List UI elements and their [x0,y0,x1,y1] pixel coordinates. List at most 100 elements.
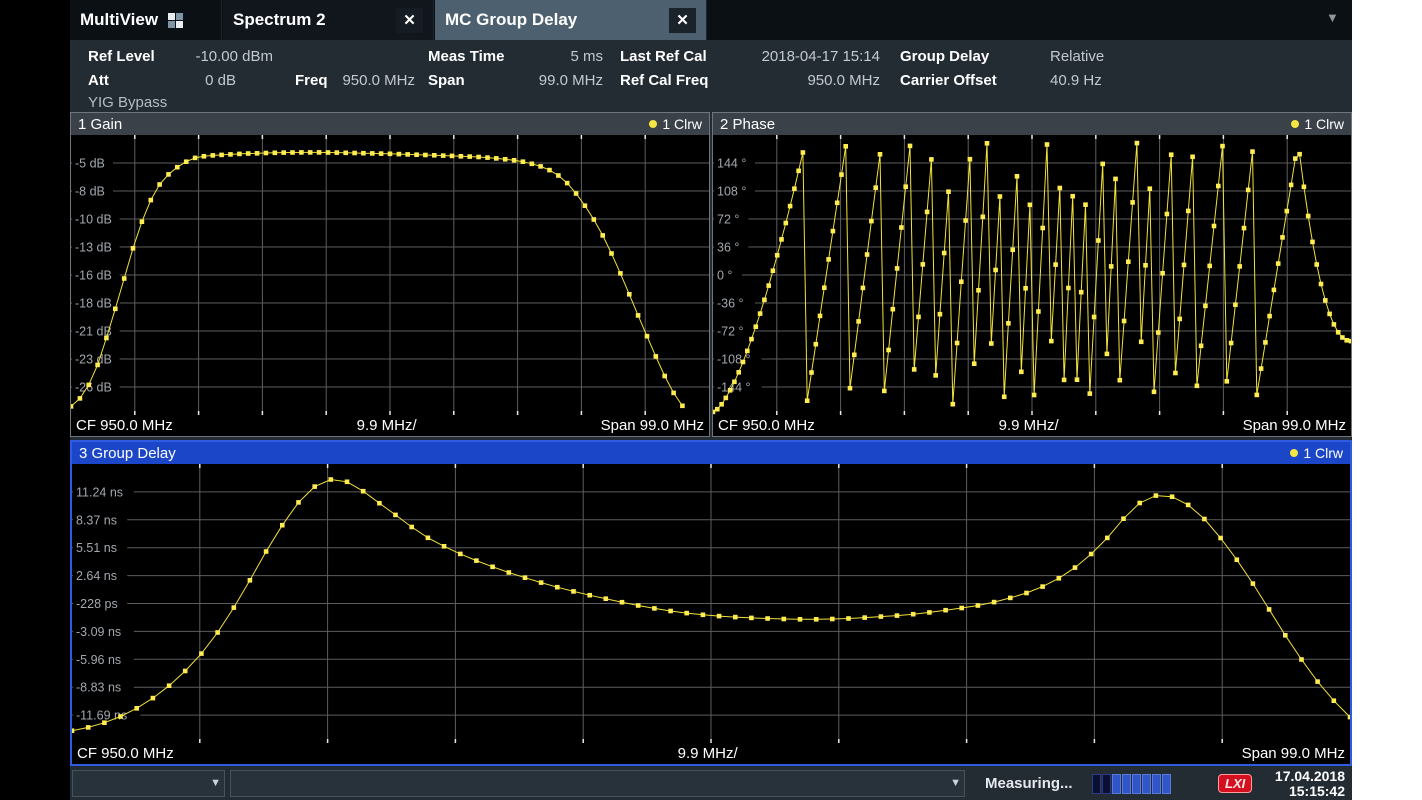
date-label: 17.04.2018 [1274,768,1345,784]
phase-x-axis: CF 950.0 MHz 9.9 MHz/ Span 99.0 MHz [713,415,1351,436]
field-value: Relative [1050,48,1105,65]
chevron-down-icon[interactable]: ▼ [1326,10,1339,25]
svg-text:-23 dB: -23 dB [75,353,112,367]
svg-text:108 °: 108 ° [717,185,746,199]
svg-text:-144 °: -144 ° [717,381,751,395]
axis-span-label: Span 99.0 MHz [1242,417,1346,434]
field-label: Ref Cal Freq [620,72,709,89]
progress-segment [1122,774,1131,794]
field-value: 99.0 MHz [538,72,603,89]
measuring-status-label: Measuring... [985,775,1073,792]
progress-segment [1142,774,1151,794]
field-ref-level[interactable]: Ref Level -10.00 dBm [88,47,273,67]
field-label: Span [428,72,465,89]
trace-legend: 1 Clrw [1290,445,1343,461]
tab-mc-group-delay-label: MC Group Delay [445,10,578,29]
multiview-grid-icon [168,12,184,28]
settings-header: Ref Level -10.00 dBm Att 0 dB Freq 950.0… [70,40,1352,112]
field-label: Att [88,72,109,89]
date-time: 17.04.2018 15:15:42 [1205,769,1345,799]
svg-text:5.51 ns: 5.51 ns [76,541,117,555]
field-label: Carrier Offset [900,72,997,89]
chevron-down-icon: ▼ [950,777,961,789]
tab-spectrum2[interactable]: Spectrum 2 ✕ [223,0,434,40]
svg-text:-26 dB: -26 dB [75,381,112,395]
svg-text:8.37 ns: 8.37 ns [76,513,117,527]
svg-text:2.64 ns: 2.64 ns [76,569,117,583]
phase-trace-svg: 144 °108 °72 °36 °0 °-36 °-72 °-108 °-14… [713,135,1351,415]
right-margin [1352,0,1422,800]
window-group-delay-titlebar[interactable]: 3 Group Delay 1 Clrw [72,442,1350,464]
left-bezel [0,0,70,800]
field-yig-bypass: YIG Bypass [88,93,167,113]
field-span[interactable]: Span 99.0 MHz [428,71,603,91]
analyzer-app: MultiView Spectrum 2 ✕ MC Group Delay ✕ … [70,0,1352,800]
svg-text:-228 ps: -228 ps [76,597,118,611]
field-label: Ref Level [88,48,155,65]
status-dropdown-left[interactable]: ▼ [72,770,225,797]
svg-text:-5.96 ns: -5.96 ns [76,653,121,667]
trace-marker-icon [1291,120,1300,128]
gain-trace-svg: -5 dB -8 dB -10 dB -13 dB -16 dB -18 dB -21 dB… [71,135,709,415]
window-phase[interactable]: 2 Phase 1 Clrw 144 ° 108 ° 72 ° 36 ° 0 ° -36 … [712,112,1352,437]
svg-text:-5 dB: -5 dB [75,157,105,171]
axis-cf-label: CF 950.0 MHz [76,417,173,434]
lxi-icon: LXI [1218,774,1253,793]
trace-legend: 1 Clrw [1291,116,1344,132]
tab-multiview[interactable]: MultiView [70,0,222,40]
tab-multiview-label: MultiView [80,10,159,29]
tab-bar: MultiView Spectrum 2 ✕ MC Group Delay ✕ … [70,0,1352,40]
window-gain[interactable]: 1 Gain 1 Clrw -5 dB -8 dB -10 dB -13 dB -16 … [70,112,710,437]
svg-text:-8 dB: -8 dB [75,185,105,199]
svg-text:11.24 ns: 11.24 ns [76,485,123,499]
svg-text:-10 dB: -10 dB [75,213,112,227]
field-group-delay[interactable]: Group Delay Relative [900,47,1104,67]
svg-text:-18 dB: -18 dB [75,297,112,311]
trace-legend: 1 Clrw [649,116,702,132]
svg-text:-72 °: -72 ° [717,325,744,339]
axis-span-label: Span 99.0 MHz [600,417,704,434]
field-value: 2018-04-17 15:14 [761,48,880,65]
progress-bar [1092,774,1171,794]
field-att[interactable]: Att 0 dB [88,71,236,91]
field-carrier-offset[interactable]: Carrier Offset 40.9 Hz [900,71,1102,91]
group-delay-plot-area[interactable]: 11.24 ns 8.37 ns 5.51 ns 2.64 ns -228 ps -3.0… [72,464,1350,743]
svg-text:-21 dB: -21 dB [75,325,112,339]
status-dropdown-wide[interactable]: ▼ [230,770,965,797]
progress-segment [1102,774,1111,794]
group-delay-x-axis: CF 950.0 MHz 9.9 MHz/ Span 99.0 MHz [72,743,1350,764]
field-label: Freq [295,72,328,89]
field-freq[interactable]: Freq 950.0 MHz [295,71,415,91]
svg-text:-3.09 ns: -3.09 ns [76,625,121,639]
gain-plot-area[interactable]: -5 dB -8 dB -10 dB -13 dB -16 dB -18 dB -21 dB… [71,135,709,415]
field-value: 0 dB [205,72,236,89]
window-group-delay[interactable]: 3 Group Delay 1 Clrw 11.24 ns 8.37 ns 5.51… [70,440,1352,766]
svg-text:-13 dB: -13 dB [75,241,112,255]
phase-plot-area[interactable]: 144 ° 108 ° 72 ° 36 ° 0 ° -36 ° -72 ° -108 ° -14… [713,135,1351,415]
close-icon[interactable]: ✕ [396,7,423,33]
progress-segment [1112,774,1121,794]
window-title: 2 Phase [720,115,776,133]
tab-spectrum2-label: Spectrum 2 [233,10,326,29]
field-ref-cal-freq[interactable]: Ref Cal Freq 950.0 MHz [620,71,880,91]
group-delay-trace-svg: 11.24 ns 8.37 ns 5.51 ns 2.64 ns -228 ps -3.0… [72,464,1350,743]
field-label: YIG Bypass [88,94,168,111]
window-gain-titlebar[interactable]: 1 Gain 1 Clrw [71,113,709,135]
svg-text:0 °: 0 ° [717,269,732,283]
window-title: 1 Gain [78,115,123,133]
progress-segment [1152,774,1161,794]
trace-marker-icon [649,120,658,128]
svg-text:-8.83 ns: -8.83 ns [76,681,121,695]
field-label: Meas Time [428,48,505,65]
window-phase-titlebar[interactable]: 2 Phase 1 Clrw [713,113,1351,135]
gain-x-axis: CF 950.0 MHz 9.9 MHz/ Span 99.0 MHz [71,415,709,436]
close-icon[interactable]: ✕ [669,7,696,33]
axis-span-label: Span 99.0 MHz [1241,745,1345,762]
svg-text:72 °: 72 ° [717,213,739,227]
tab-mc-group-delay[interactable]: MC Group Delay ✕ [435,0,707,40]
axis-per-div-label: 9.9 MHz/ [998,417,1059,434]
field-value: -10.00 dBm [195,48,273,65]
progress-segment [1132,774,1141,794]
field-meas-time[interactable]: Meas Time 5 ms [428,47,603,67]
